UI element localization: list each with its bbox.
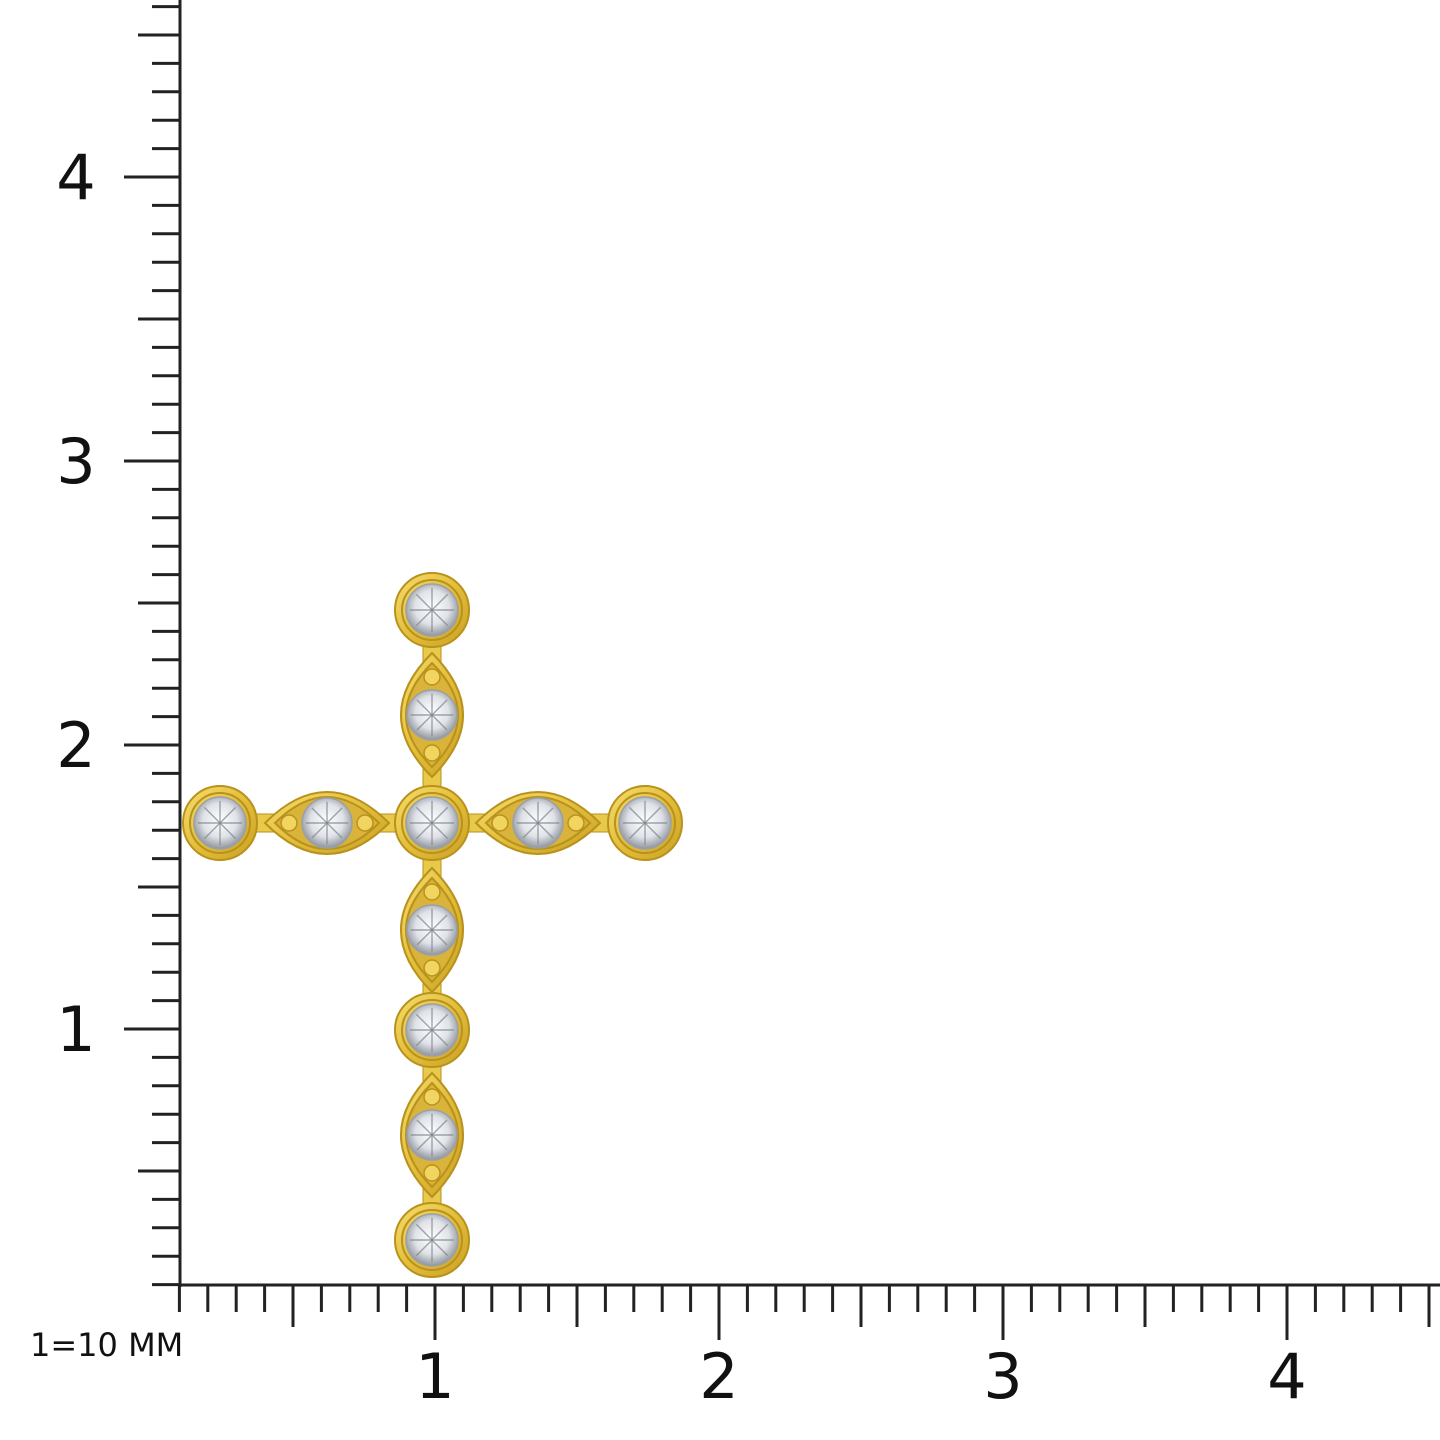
bead <box>423 1088 441 1106</box>
bead <box>423 744 441 762</box>
x-label: 4 <box>1267 1340 1306 1413</box>
bead <box>423 668 441 686</box>
x-label: 2 <box>699 1340 738 1413</box>
diamond <box>618 796 672 850</box>
bead <box>567 814 585 832</box>
y-label: 2 <box>56 709 95 782</box>
x-label: 3 <box>983 1340 1022 1413</box>
diamond <box>512 797 564 849</box>
diamond <box>405 796 459 850</box>
bead <box>423 1164 441 1182</box>
bead <box>280 814 298 832</box>
x-label: 1 <box>415 1340 454 1413</box>
diamond <box>193 796 247 850</box>
bead <box>491 814 509 832</box>
y-label: 3 <box>56 425 95 498</box>
y-label: 4 <box>56 141 95 214</box>
bead <box>423 883 441 901</box>
diamond <box>405 583 459 637</box>
ruler <box>124 0 1440 1340</box>
bead <box>423 959 441 977</box>
cross-pendant-image <box>182 572 683 1278</box>
diamond <box>406 904 458 956</box>
ruler-labels: 1 2 3 4 1 2 3 4 <box>56 141 1306 1413</box>
diamond <box>405 1003 459 1057</box>
bead <box>356 814 374 832</box>
diamond <box>405 1213 459 1267</box>
diamond <box>301 797 353 849</box>
diamond <box>406 1109 458 1161</box>
diamond <box>406 689 458 741</box>
scale-note: 1=10 MM <box>30 1326 184 1364</box>
y-label: 1 <box>56 993 95 1066</box>
